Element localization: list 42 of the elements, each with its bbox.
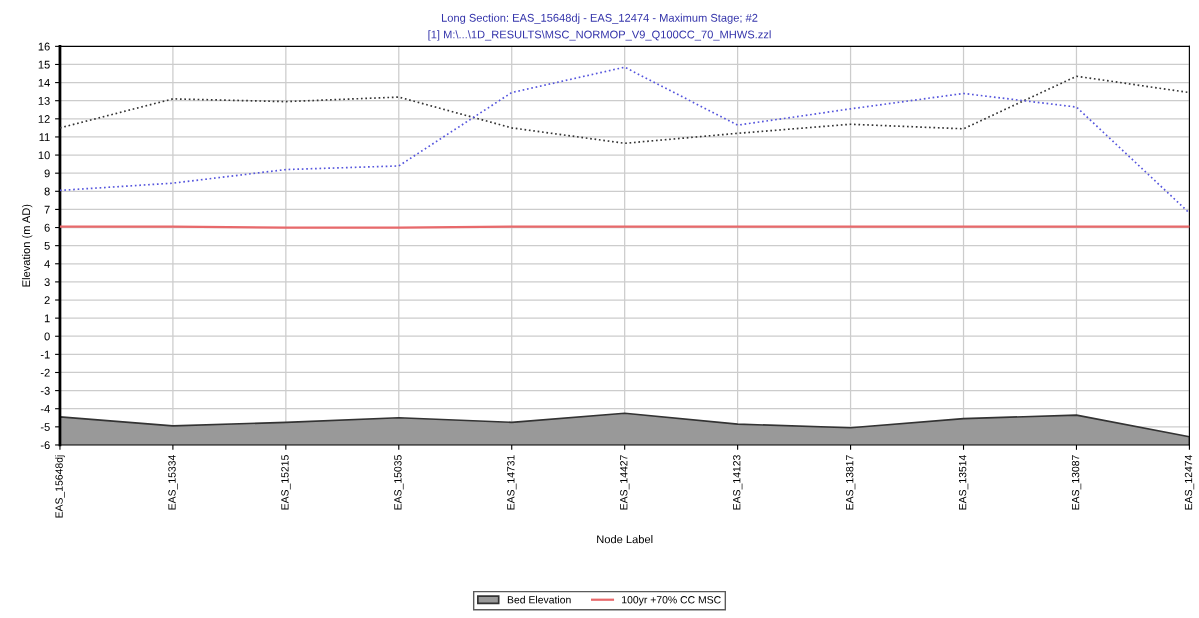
- y-tick-label: -3: [40, 386, 50, 395]
- y-tick-label: 6: [44, 223, 50, 232]
- y-tick-label: 4: [44, 260, 50, 268]
- x-tick-label: EAS_15334: [168, 454, 178, 510]
- x-tick-label: EAS_14123: [733, 455, 743, 510]
- x-tick-label: EAS_13817: [845, 455, 856, 510]
- y-tick-label: 11: [39, 133, 50, 141]
- y-tick-label: -4: [40, 405, 50, 413]
- x-tick-label: EAS_14731: [507, 455, 517, 510]
- y-tick-label: -6: [40, 441, 50, 450]
- y-tick-label: 7: [44, 205, 50, 214]
- y-tick-label: 14: [38, 78, 50, 87]
- line-series: [59, 66, 1190, 214]
- chart-title: Long Section: EAS_15648dj - EAS_12474 - Maximum Stage; #2: [441, 13, 758, 24]
- y-tick-label: 5: [44, 242, 50, 250]
- line-series: [59, 75, 1190, 145]
- x-axis-title: Node Label: [597, 535, 653, 544]
- y-tick-label: 13: [38, 96, 50, 105]
- y-tick-label: -5: [40, 423, 50, 431]
- x-tick-label: EAS_12474: [1184, 454, 1195, 510]
- y-tick-label: 3: [44, 278, 50, 287]
- y-tick-label: 15: [38, 60, 50, 69]
- x-tick-label: EAS_15215: [281, 455, 291, 510]
- legend-label: 100yr +70% CC MSC: [622, 596, 721, 606]
- y-tick-label: 16: [38, 42, 50, 51]
- y-tick-label: 1: [44, 314, 50, 323]
- y-tick-label: 12: [38, 115, 50, 123]
- y-tick-label: 9: [44, 169, 50, 178]
- x-tick-label: EAS_15035: [394, 455, 404, 510]
- x-tick-label: EAS_13087: [1071, 455, 1082, 510]
- y-tick-label: 10: [38, 151, 50, 160]
- x-tick-label: EAS_13514: [958, 454, 969, 510]
- y-tick-label: 8: [44, 187, 50, 196]
- y-tick-label: -2: [40, 368, 50, 377]
- y-tick-label: -1: [40, 350, 50, 359]
- x-tick-label: EAS_14427: [620, 455, 630, 510]
- y-tick-label: 0: [44, 332, 50, 341]
- x-tick-label: EAS_15648dj: [55, 455, 65, 518]
- legend-label: Bed Elevation: [507, 595, 571, 604]
- y-axis-title: Elevation (m AD): [21, 204, 33, 287]
- y-tick-label: 2: [44, 296, 50, 305]
- chart-subtitle: [1] M:\...\1D_RESULTS\MSC_NORMOP_V9_Q100CC_70_MHWS.zzl: [428, 30, 771, 41]
